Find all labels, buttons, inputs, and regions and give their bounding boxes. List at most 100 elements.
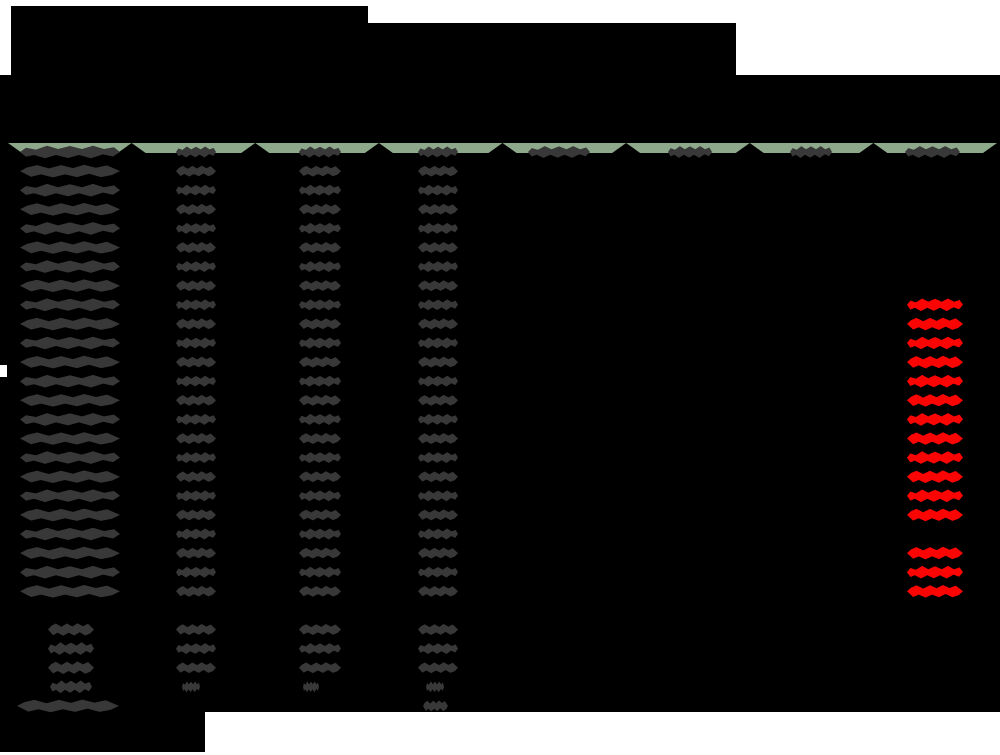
redacted-temp-value [668,146,712,158]
redacted-time-value [20,336,120,350]
redacted-conc-2-value [299,471,341,483]
redacted-conc-1-value [176,261,216,273]
redacted-alert-pressure-value [907,546,963,560]
row-highlight-band-cell [379,143,503,153]
redacted-conc-2-value [299,203,341,215]
redacted-time-value [20,451,120,464]
redacted-conc-2-value [299,624,341,635]
redacted-alert-pressure-value [907,584,963,598]
redacted-time-value [20,470,120,483]
redacted-flow-value [528,146,590,158]
redacted-alert-pressure-value [907,298,963,312]
redacted-conc-2-value [299,318,341,330]
redacted-conc-2-value [299,547,341,559]
redacted-conc-1-value [176,280,216,292]
redacted-conc-1-value [176,413,216,425]
redacted-conc-1-value [176,165,216,177]
redacted-conc-2-value [299,662,341,674]
redacted-rate-value [418,643,458,655]
redacted-conc-2-value [299,261,341,273]
redacted-conc-2-value [299,222,341,234]
redacted-rate-value [418,146,458,158]
redacted-rate-value [418,662,458,674]
redacted-alert-pressure-value [907,393,963,407]
redacted-conc-2-value [299,337,341,349]
redacted-conc-1-value [176,566,216,578]
redacted-footer-left [0,712,205,752]
redacted-rate-value [426,681,444,693]
redacted-rate-value [418,203,458,215]
redacted-title-line-1 [11,6,368,23]
redacted-rate-value [418,184,458,196]
redacted-time-value [20,546,120,560]
redacted-conc-1-value [176,222,216,234]
redacted-rate-value [418,165,458,177]
redacted-conc-1-value [176,299,216,311]
redacted-rate-value [418,585,458,597]
redacted-time-value [20,489,120,503]
redacted-time-value [20,298,120,312]
redacted-conc-1-value [176,528,216,540]
redacted-time-value [20,374,120,388]
redacted-conc-2-value [303,681,319,693]
redacted-time-value [20,584,120,598]
redacted-time-value [20,565,120,579]
redacted-rate-value [418,490,458,502]
redacted-rate-value [418,413,458,425]
redacted-conc-2-value [299,452,341,464]
row-highlight-band-cell [132,143,256,153]
redacted-rate-value [418,566,458,578]
redacted-time-value [20,279,120,292]
redacted-conc-2-value [299,184,341,196]
redacted-time-value [20,183,120,197]
redacted-conc-1-value [176,146,216,158]
redacted-conc-1-value [176,433,216,444]
redacted-conc-2-value [299,413,341,425]
redacted-rate-value [418,394,458,406]
redacted-time-value [48,623,94,636]
redacted-conc-1-value [176,356,216,368]
redacted-conc-2-value [299,509,341,521]
redacted-conc-2-value [299,356,341,368]
redacted-rate-value [418,433,458,444]
redacted-table-body [0,75,1000,712]
redacted-rate-value [418,528,458,540]
redacted-rate-value [418,509,458,521]
redacted-alert-pressure-value [907,413,963,426]
redacted-conc-1-value [176,585,216,597]
redacted-title-line-2 [11,23,736,75]
redacted-conc-1-value [176,375,216,387]
redacted-rate-value [418,242,458,253]
redacted-time-value [20,413,120,426]
redacted-conc-1-value [176,394,216,406]
row-highlight-band-cell [255,143,379,153]
redacted-rate-value [418,261,458,273]
redacted-alert-pressure-value [907,470,963,483]
redacted-conc-2-value [299,242,341,253]
redacted-time-value [20,202,120,216]
redacted-conc-1-value [176,490,216,502]
redacted-time-value [20,508,120,522]
redacted-conc-2-value [299,280,341,292]
redacted-alert-pressure-value [907,336,963,350]
redacted-time-value [20,241,120,254]
redacted-conc-2-value [299,146,341,158]
redacted-alert-pressure-value [907,565,963,579]
redacted-rate-value [418,222,458,234]
redacted-conc-1-value [176,624,216,635]
redacted-rate-value [418,280,458,292]
redacted-time-value [20,393,120,407]
redacted-rate-value [418,356,458,368]
redacted-conc-1-value [176,203,216,215]
row-highlight-band-cell [503,143,627,153]
redacted-conc-1-value [176,547,216,559]
redacted-time-value [48,642,94,655]
redacted-conc-1-value [176,509,216,521]
redacted-rate-value [418,375,458,387]
redacted-time-value [50,680,92,694]
redacted-conc-2-value [299,528,341,540]
redacted-conc-2-value [299,299,341,311]
redacted-alert-pressure-value [907,489,963,503]
redacted-conc-1-value [182,681,200,693]
